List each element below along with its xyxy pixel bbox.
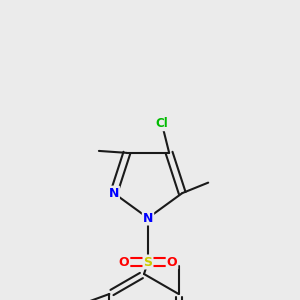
Text: Cl: Cl <box>155 117 168 130</box>
Text: N: N <box>109 187 119 200</box>
Text: O: O <box>167 256 177 268</box>
Text: S: S <box>143 256 152 268</box>
Text: O: O <box>119 256 129 268</box>
Text: N: N <box>143 212 153 224</box>
